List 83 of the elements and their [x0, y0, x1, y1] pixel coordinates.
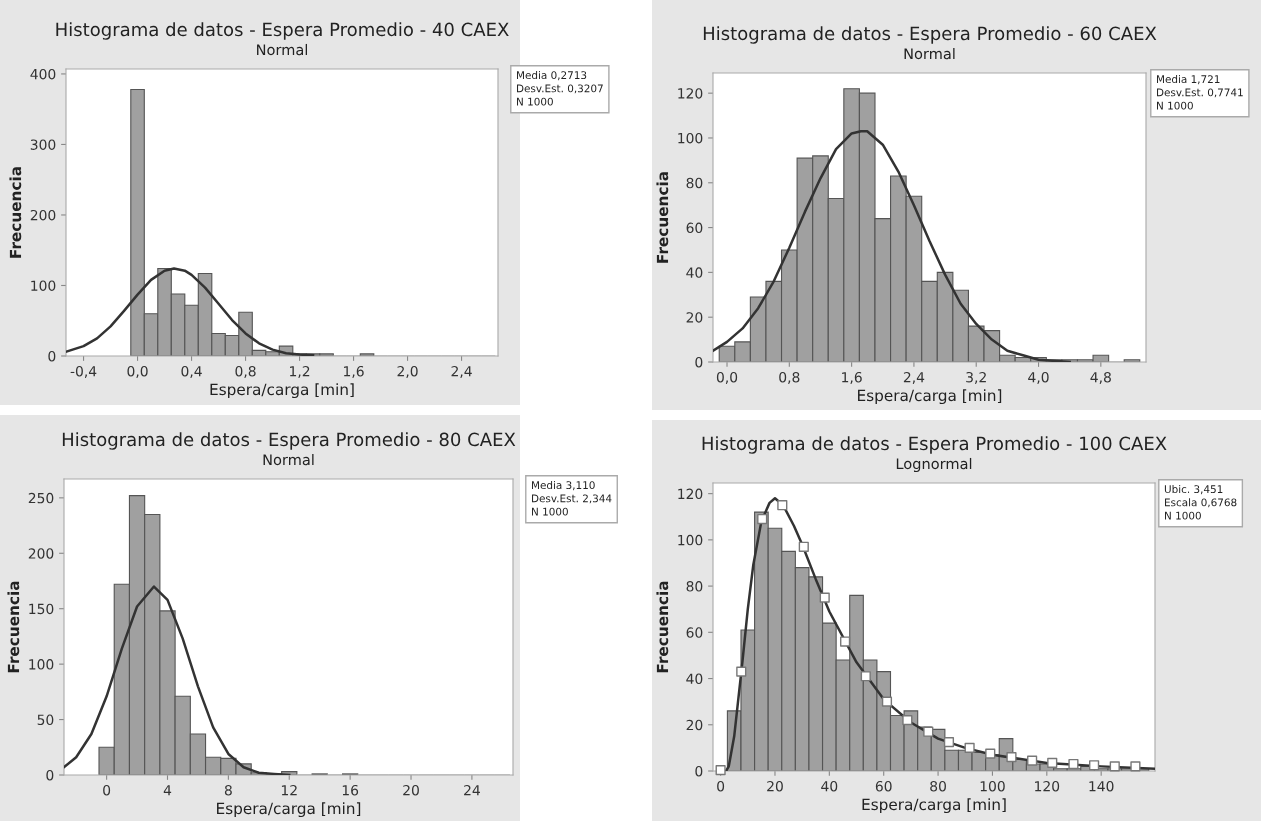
text: N 1000: [1157, 101, 1193, 110]
y-axis-title: Frecuencia: [7, 581, 20, 673]
x-tick-label: 0: [717, 780, 725, 792]
y-tick-label: 80: [686, 177, 703, 189]
y-tick-label: 60: [686, 627, 703, 638]
y-tick-label: 150: [29, 603, 54, 615]
x-tick-label: 0,0: [716, 371, 738, 384]
y-tick-label: 100: [678, 534, 703, 546]
x-tick-label: 12: [281, 784, 297, 796]
text: Desv.Est. 0,3207: [517, 84, 603, 94]
y-tick-label: 250: [28, 492, 54, 504]
x-axis-title: Espera/carga [min]: [210, 383, 354, 399]
x-tick-label: 1,6: [842, 371, 862, 384]
chart-title: Histograma de datos - Espera Promedio - 60 CAEX: [703, 26, 1157, 44]
x-tick-label: 2,4: [451, 365, 472, 378]
y-tick-label: 200: [28, 548, 54, 559]
x-tick-label: 60: [875, 780, 892, 792]
x-tick-label: 0: [103, 784, 111, 796]
x-tick-label: 3,2: [966, 371, 986, 384]
x-tick-label: 0,8: [779, 371, 800, 384]
text: N 1000: [532, 507, 568, 516]
x-tick-label: 120: [1035, 780, 1060, 792]
y-tick-label: 20: [686, 719, 703, 731]
y-tick-label: 100: [29, 659, 54, 670]
y-axis-title: Frecuencia: [9, 167, 22, 258]
x-tick-label: 80: [930, 780, 946, 792]
x-tick-label: 20: [767, 780, 783, 792]
x-tick-label: 20: [403, 784, 419, 796]
x-tick-label: 0,0: [127, 365, 148, 378]
chart-subtitle: Normal: [904, 47, 955, 60]
y-tick-label: 200: [30, 209, 56, 221]
y-tick-label: 120: [678, 488, 703, 500]
x-tick-label: 8: [224, 784, 232, 796]
x-tick-label: 1,6: [344, 365, 364, 378]
y-tick-label: 0: [695, 356, 703, 368]
x-tick-label: 16: [342, 784, 359, 796]
y-tick-label: 120: [678, 88, 703, 99]
chart-title: Histograma de datos - Espera Promedio - 80 CAEX: [62, 432, 516, 450]
chart-subtitle: Normal: [263, 453, 314, 466]
y-tick-label: 400: [30, 68, 56, 80]
x-tick-label: 4: [163, 785, 172, 796]
text: Media 3,110: [532, 481, 595, 491]
text: N 1000: [517, 97, 553, 106]
text: Media 1,721: [1157, 75, 1220, 85]
y-tick-label: 40: [686, 267, 703, 278]
x-tick-label: 0,8: [235, 365, 256, 378]
x-tick-label: 1,2: [290, 365, 310, 378]
chart-title: Histograma de datos - Espera Promedio - 40 CAEX: [56, 22, 509, 40]
text: Media 0,2713: [517, 71, 587, 81]
x-axis-title: Espera/carga [min]: [862, 798, 1006, 814]
x-tick-label: 2,4: [903, 371, 925, 384]
x-axis-title: Espera/carga [min]: [858, 389, 1002, 405]
y-tick-label: 100: [678, 132, 703, 144]
y-axis-title: Frecuencia: [656, 172, 669, 263]
y-axis-title: Frecuencia: [656, 581, 669, 673]
text: Desv.Est. 0,7741: [1157, 88, 1243, 98]
x-tick-label: 4,0: [1028, 371, 1049, 384]
y-tick-label: 100: [31, 280, 56, 291]
y-tick-label: 300: [30, 139, 56, 150]
x-tick-label: 24: [464, 784, 480, 796]
y-tick-label: 60: [686, 222, 703, 234]
x-tick-label: 100: [980, 780, 1005, 792]
x-tick-label: 140: [1089, 780, 1114, 792]
chart-title: Histograma de datos - Espera Promedio - 100 CAEX: [702, 436, 1167, 454]
text: Ubic. 3,451: [1164, 485, 1223, 495]
x-tick-label: -0,4: [70, 365, 97, 378]
y-tick-label: 40: [686, 673, 703, 685]
y-tick-label: 20: [686, 312, 703, 323]
chart-subtitle: Normal: [257, 43, 308, 56]
x-tick-label: 4,8: [1090, 371, 1111, 384]
text: Desv.Est. 2,344: [532, 494, 612, 504]
x-axis-title: Espera/carga [min]: [217, 802, 361, 818]
y-tick-label: 80: [686, 581, 703, 592]
x-tick-label: 2,0: [397, 365, 418, 378]
y-tick-label: 0: [46, 769, 54, 781]
y-tick-label: 50: [37, 714, 54, 726]
x-tick-label: 0,4: [181, 365, 202, 378]
text: Escala 0,6768: [1165, 498, 1237, 508]
chart-subtitle: Lognormal: [896, 457, 972, 473]
text: N 1000: [1165, 511, 1201, 520]
x-tick-label: 40: [821, 780, 838, 792]
y-tick-label: 0: [48, 350, 56, 362]
y-tick-label: 0: [695, 765, 703, 777]
